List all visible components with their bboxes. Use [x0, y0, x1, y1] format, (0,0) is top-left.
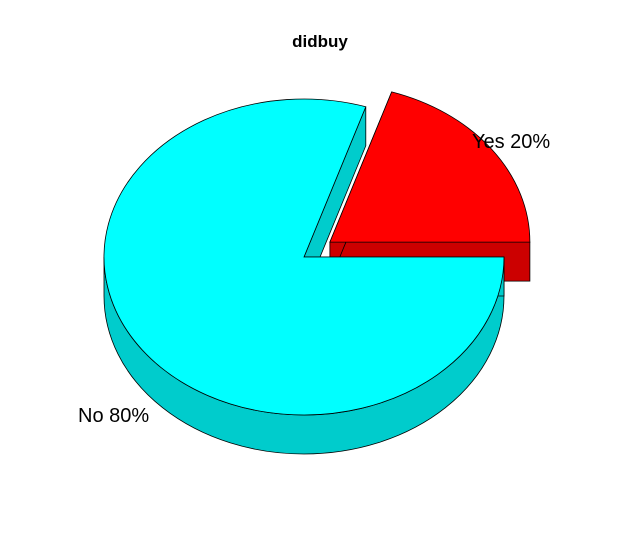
slice-label-yes: Yes 20%	[472, 131, 550, 153]
slice-label-no: No 80%	[78, 405, 149, 427]
chart-title: didbuy	[292, 32, 348, 51]
slice-top-no	[103, 98, 505, 416]
slice-top-yes	[329, 91, 531, 243]
pie-tops	[103, 91, 531, 416]
